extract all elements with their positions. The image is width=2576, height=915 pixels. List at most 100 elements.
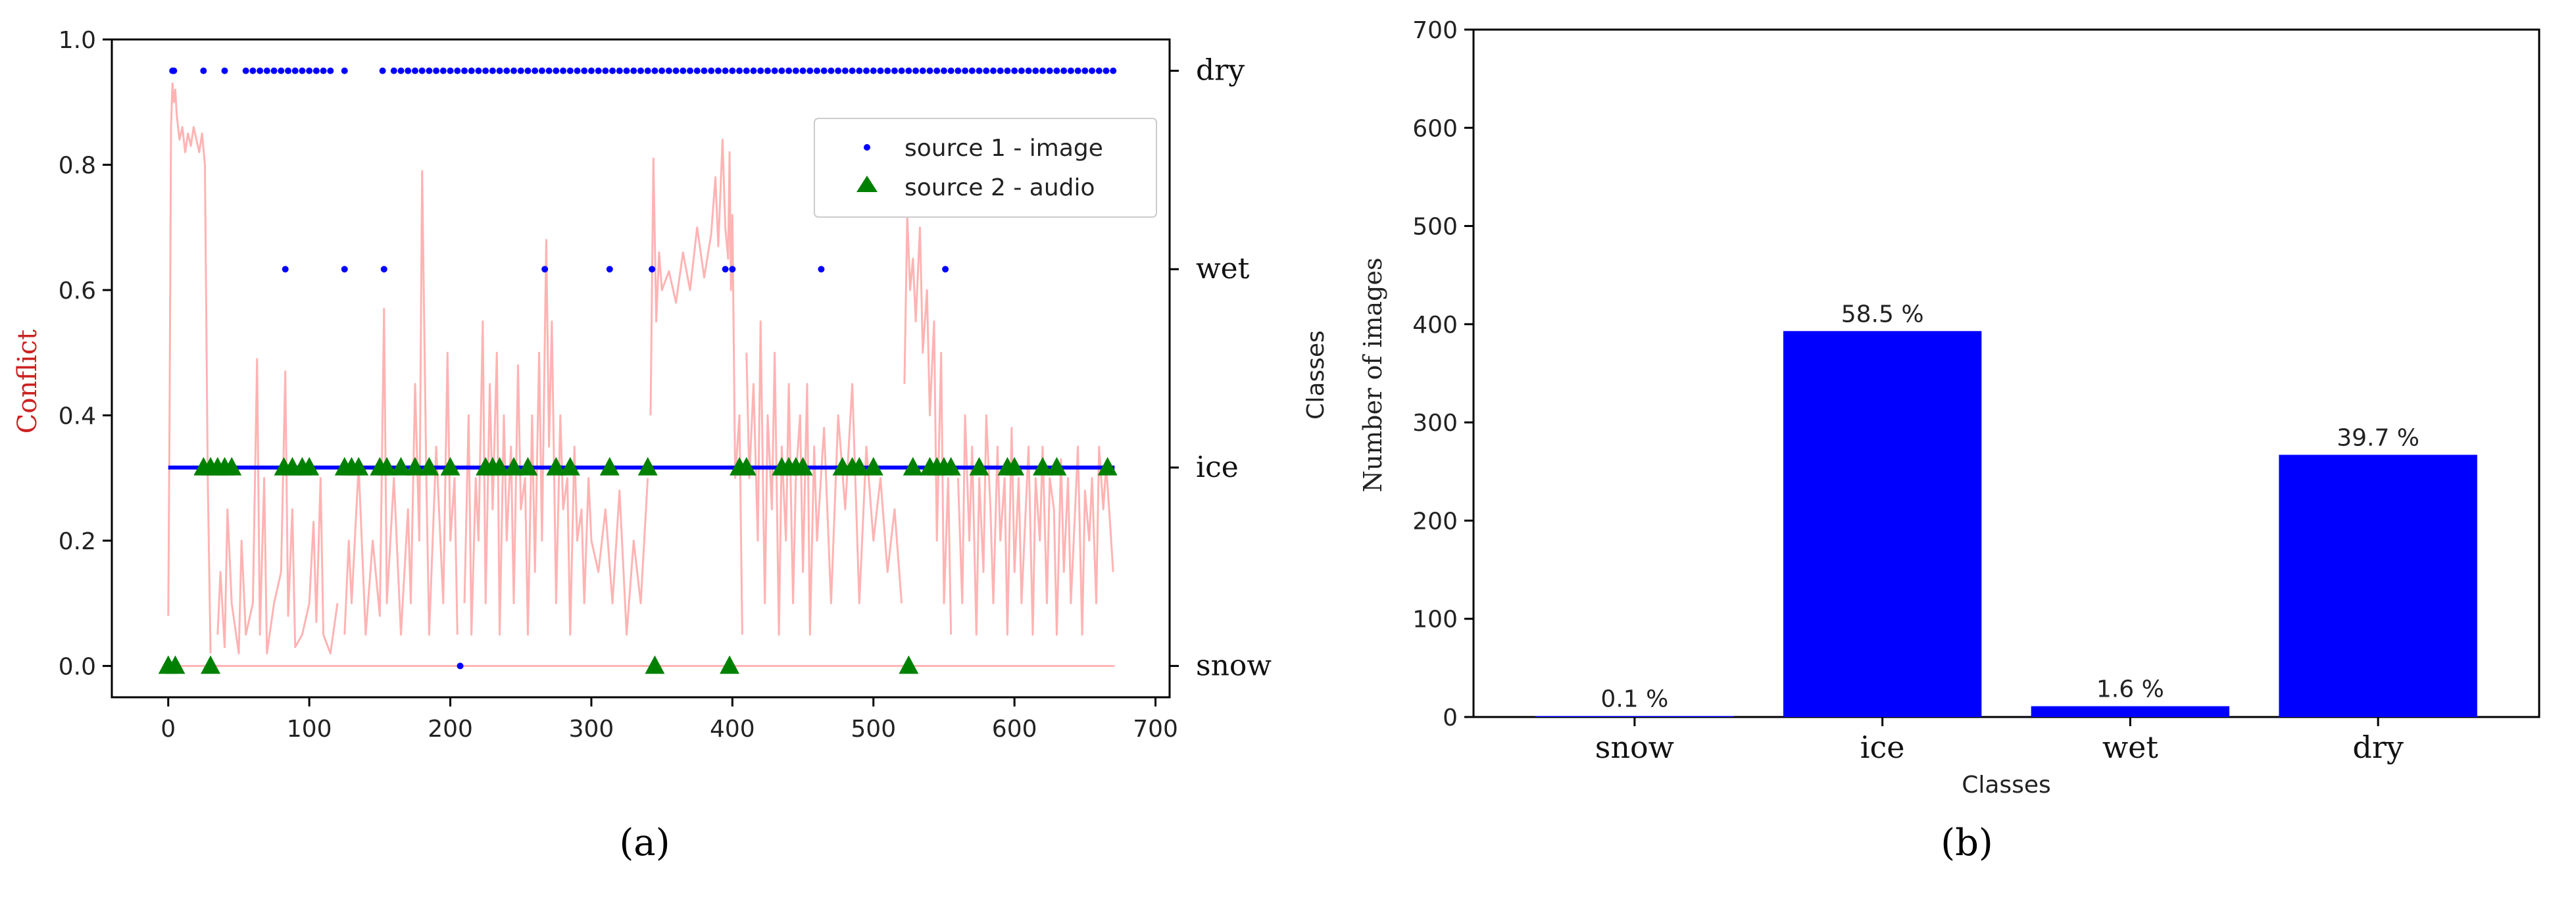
audio-point-snow: [645, 655, 665, 674]
y-tick-label-b: 200: [1412, 508, 1458, 535]
image-point-dry: [658, 67, 666, 74]
image-point-wet: [942, 266, 949, 273]
image-point-dry: [341, 67, 348, 74]
image-point-dry: [714, 67, 722, 74]
image-point-wet: [282, 266, 289, 273]
image-point-dry: [1089, 67, 1096, 74]
image-point-dry: [257, 67, 264, 74]
image-point-dry: [616, 67, 623, 74]
image-point-wet: [341, 266, 348, 273]
image-point-dry: [390, 67, 397, 74]
audio-point-ice: [1097, 457, 1118, 476]
image-point-dry: [884, 67, 891, 74]
image-point-dry: [1081, 67, 1089, 74]
audio-point-ice: [299, 457, 320, 476]
bars: 0.1 % 58.5 % 1.6 % 39.7 %: [1535, 301, 2477, 717]
audio-point-ice: [405, 457, 425, 476]
y-tick-label-b: 500: [1412, 214, 1458, 241]
image-point-dry: [841, 67, 849, 74]
audio-point-snow: [165, 655, 186, 674]
image-point-wet: [380, 266, 387, 273]
audio-point-ice: [489, 457, 510, 476]
image-point-dry: [644, 67, 651, 74]
image-point-dry: [863, 67, 870, 74]
bar-data-label: 1.6 %: [2096, 676, 2164, 703]
image-point-dry: [672, 67, 680, 74]
right-tick-label: dry: [1196, 54, 1245, 87]
image-point-dry: [1032, 67, 1039, 74]
image-point-dry: [750, 67, 757, 74]
image-point-dry: [722, 67, 729, 74]
image-point-dry: [651, 67, 658, 74]
x-tick-label: 600: [992, 716, 1037, 743]
image-point-dry: [249, 67, 257, 74]
image-point-dry: [983, 67, 990, 74]
image-point-wet: [818, 266, 825, 273]
right-tick-label: wet: [1196, 252, 1250, 285]
image-point-dry: [538, 67, 545, 74]
image-point-dry: [814, 67, 820, 74]
image-point-dry: [581, 67, 588, 74]
audio-point-ice: [518, 457, 538, 476]
image-point-dry: [729, 67, 736, 74]
image-point-dry: [379, 67, 386, 74]
bar-data-label: 39.7 %: [2337, 424, 2419, 451]
image-point-dry: [835, 67, 842, 74]
conflict-chart: 0 100 200 300 400 500 600 700 0.0 0.2 0.4 0.6 0.8 1.…: [12, 27, 1272, 864]
image-point-dry: [510, 67, 518, 74]
y-axis-label: Conflict: [12, 330, 43, 433]
x-tick-label-b: snow: [1595, 730, 1674, 765]
conflict-line: [745, 320, 903, 636]
image-point-dry: [997, 67, 1004, 74]
image-point-dry: [405, 67, 412, 74]
image-point-dry: [891, 67, 898, 74]
right-axis-ticks: snow ice wet dry: [1170, 54, 1272, 682]
image-point-dry: [693, 67, 701, 74]
y-tick-label-b: 600: [1412, 115, 1458, 142]
bar-ice: [1783, 331, 1982, 717]
x-axis-label-b: Classes: [1962, 772, 2051, 799]
y-tick-label-b: 0: [1443, 705, 1458, 731]
image-point-dry: [299, 67, 306, 74]
y-tick-label: 0.8: [59, 152, 96, 179]
image-point-dry: [426, 67, 433, 74]
image-point-wet: [541, 266, 549, 273]
image-point-dry: [1011, 67, 1018, 74]
image-point-dry: [1067, 67, 1074, 74]
image-point-dry: [545, 67, 553, 74]
image-point-dry: [954, 67, 962, 74]
image-point-dry: [524, 67, 532, 74]
image-point-dry: [278, 67, 285, 74]
image-point-dry: [849, 67, 856, 74]
bar-data-label: 58.5 %: [1841, 301, 1924, 328]
image-point-dry: [736, 67, 743, 74]
conflict-line: [649, 138, 743, 635]
image-point-dry: [743, 67, 750, 74]
y-tick-label-b: 700: [1412, 17, 1458, 44]
audio-point-ice: [504, 457, 524, 476]
conflict-line: [956, 414, 1114, 636]
image-point-dry: [701, 67, 708, 74]
image-point-dry: [1046, 67, 1053, 74]
audio-point-ice: [793, 457, 813, 476]
image-point-dry: [327, 67, 334, 74]
image-point-dry: [461, 67, 468, 74]
audio-point-ice: [377, 457, 397, 476]
legend-marker-audio: [856, 176, 878, 192]
image-point-dry: [285, 67, 291, 74]
audio-point-ice: [349, 457, 369, 476]
audio-point-ice: [736, 457, 756, 476]
image-point-dry: [312, 67, 320, 74]
image-point-dry: [447, 67, 454, 74]
image-point-dry: [764, 67, 771, 74]
x-axis-ticks-b: snow ice wet dry: [1595, 717, 2404, 765]
x-tick-label: 500: [851, 716, 896, 743]
image-point-dry: [962, 67, 969, 74]
image-source-points: [168, 67, 1117, 670]
conflict-line: [343, 170, 458, 636]
y-tick-label: 0.0: [59, 653, 96, 680]
x-tick-label: 300: [569, 716, 614, 743]
audio-point-ice: [941, 457, 961, 476]
image-point-dry: [482, 67, 489, 74]
image-point-dry: [503, 67, 510, 74]
